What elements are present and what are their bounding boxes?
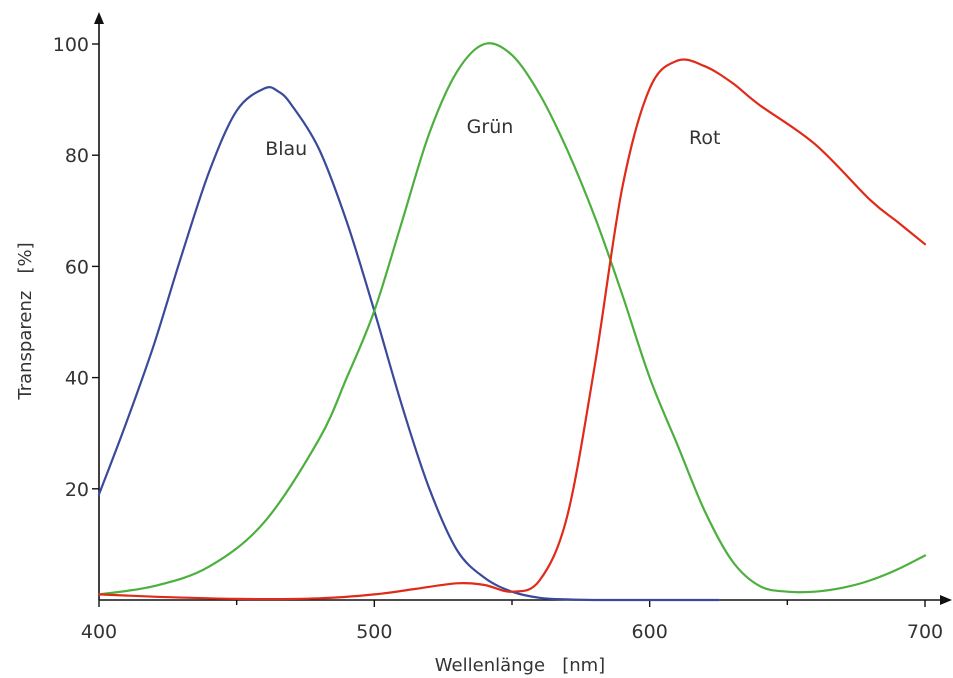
axes <box>94 12 952 605</box>
series-line-rot <box>97 58 927 601</box>
x-tick-label: 400 <box>81 621 117 643</box>
y-tick-label: 100 <box>53 34 89 56</box>
x-axis-arrow <box>940 595 952 605</box>
series-line-blau <box>97 86 720 602</box>
series-layer <box>97 42 927 602</box>
x-axis-title: Wellenlänge [nm] <box>435 655 605 676</box>
series-label: Rot <box>689 127 720 149</box>
x-tick-label: 500 <box>356 621 392 643</box>
annotation-layer: Blau Grün Rot <box>265 116 720 160</box>
series-label: Blau <box>265 138 307 160</box>
x-tick-label: 700 <box>907 621 943 643</box>
series-line-gruen <box>97 42 927 596</box>
y-axis-arrow <box>94 12 104 24</box>
y-tick-label: 60 <box>65 256 89 278</box>
y-tick-label: 80 <box>65 145 89 167</box>
y-tick-label: 20 <box>65 479 89 501</box>
series-label: Grün <box>467 116 514 138</box>
ticks: 400 500 600 700 20 40 60 80 100 <box>53 34 943 643</box>
y-tick-label: 40 <box>65 368 89 390</box>
x-tick-label: 600 <box>632 621 668 643</box>
y-axis-title: Transparenz [%] <box>15 242 36 400</box>
